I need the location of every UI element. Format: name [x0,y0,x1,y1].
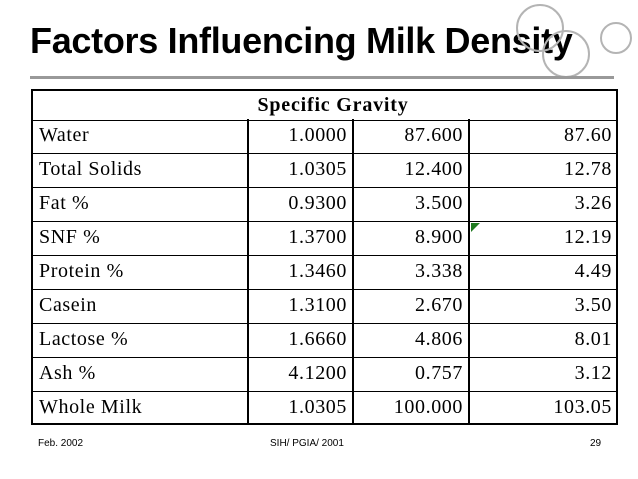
column-divider [352,119,354,423]
specific-gravity-value: 1.3100 [288,294,347,316]
column-divider [468,119,470,423]
decorative-circle-small [600,22,632,54]
product-value: 12.78 [564,158,612,180]
table-header-row: Specific Gravity [33,91,616,121]
component-name: Fat % [39,192,90,214]
product-value: 3.26 [574,192,612,214]
specific-gravity-value: 1.6660 [288,328,347,350]
table-row: SNF % 1.3700 8.900 12.19 [33,222,616,256]
table-row: Protein % 1.3460 3.338 4.49 [33,256,616,290]
amount-value: 12.400 [404,158,463,180]
amount-value: 87.600 [404,124,463,146]
table-row: Whole Milk 1.0305 100.000 103.05 [33,392,616,426]
specific-gravity-value: 1.0000 [288,124,347,146]
product-value: 12.19 [564,226,612,248]
table-row: Fat % 0.9300 3.500 3.26 [33,188,616,222]
component-name: Water [39,124,90,146]
title-underline [30,76,614,79]
product-value: 3.50 [574,294,612,316]
component-name: Protein % [39,260,124,282]
amount-value: 2.670 [415,294,463,316]
table-row: Ash % 4.1200 0.757 3.12 [33,358,616,392]
amount-value: 100.000 [393,396,463,418]
decorative-circle-large [516,4,564,52]
product-value: 4.49 [574,260,612,282]
product-value: 3.12 [574,362,612,384]
cell-marker-icon [471,223,480,232]
table-row: Water 1.0000 87.600 87.60 [33,120,616,154]
amount-value: 3.500 [415,192,463,214]
product-value: 103.05 [553,396,612,418]
component-name: Total Solids [39,158,143,180]
table-row: Casein 1.3100 2.670 3.50 [33,290,616,324]
specific-gravity-value: 1.3700 [288,226,347,248]
amount-value: 3.338 [415,260,463,282]
product-value: 87.60 [564,124,612,146]
component-name: Whole Milk [39,396,143,418]
component-name: Casein [39,294,98,316]
component-name: Ash % [39,362,96,384]
page-number: 29 [590,438,602,449]
specific-gravity-value: 4.1200 [288,362,347,384]
specific-gravity-value: 1.0305 [288,396,347,418]
specific-gravity-value: 0.9300 [288,192,347,214]
specific-gravity-value: 1.3460 [288,260,347,282]
component-name: SNF % [39,226,101,248]
component-name: Lactose % [39,328,129,350]
density-table: Specific Gravity Water 1.0000 87.600 87.… [31,89,618,425]
amount-value: 4.806 [415,328,463,350]
amount-value: 8.900 [415,226,463,248]
decorative-circle-overlap [542,30,590,78]
footer-source: SIH/ PGIA/ 2001 [270,438,344,449]
specific-gravity-value: 1.0305 [288,158,347,180]
column-divider [247,119,249,423]
table-row: Lactose % 1.6660 4.806 8.01 [33,324,616,358]
specific-gravity-header: Specific Gravity [257,94,409,116]
footer-date: Feb. 2002 [38,438,84,449]
slide-title: Factors Influencing Milk Density [30,20,573,61]
product-value: 8.01 [574,328,612,350]
amount-value: 0.757 [415,362,463,384]
table-row: Total Solids 1.0305 12.400 12.78 [33,154,616,188]
